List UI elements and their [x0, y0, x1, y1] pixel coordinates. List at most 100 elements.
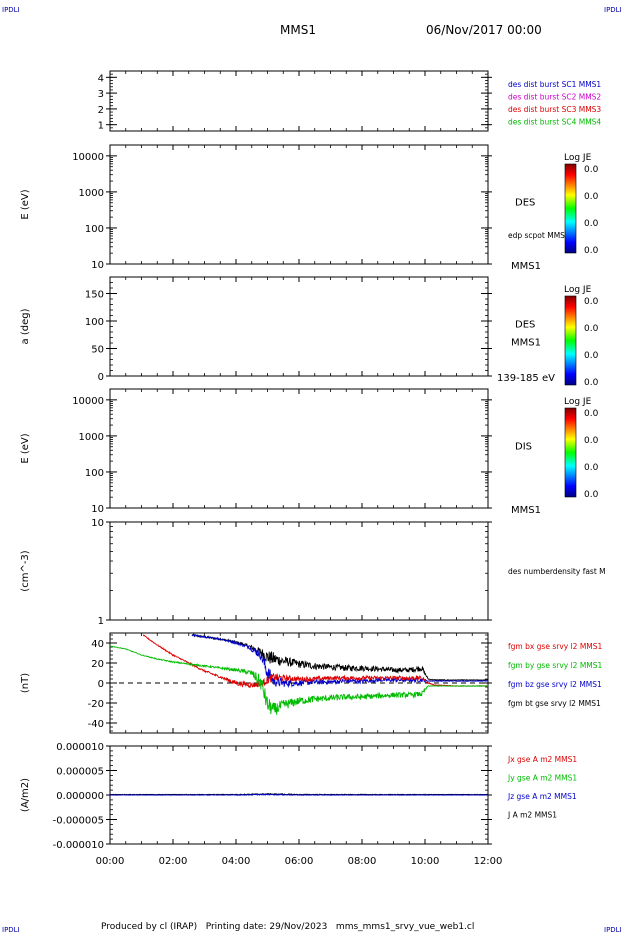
y-tick-label: 10 — [91, 504, 104, 515]
y-axis-label: E (eV) — [20, 189, 31, 219]
y-tick-label: 1 — [98, 616, 104, 627]
series-line — [191, 633, 489, 682]
footer-label-right: IPDLI — [604, 926, 622, 934]
y-tick-label: 0.000000 — [56, 791, 104, 802]
colorbar-tick-label: 0.0 — [584, 378, 599, 388]
panels-group: 1 2 3 4 des dist burst SC1 MMS1 des dist burs… — [20, 70, 606, 851]
y-tick-label: -0.000010 — [53, 840, 104, 851]
instrument-label: DIS — [515, 442, 532, 453]
y-tick-label: 50 — [91, 345, 104, 356]
colorbar — [564, 295, 577, 386]
colorbar-title: Log JE — [564, 397, 592, 407]
legend-entry: Jz gse A m2 MMS1 — [507, 792, 577, 801]
secondary-label: edp scpot MMS1 — [508, 231, 570, 240]
y-tick-label: 1000 — [79, 188, 104, 199]
corner-label-right: IPDLI — [604, 6, 622, 14]
panel-frame — [109, 144, 489, 265]
legend-entry: fgm bt gse srvy l2 MMS1 — [508, 699, 601, 708]
y-axis-label: (A/m2) — [20, 778, 31, 812]
colorbar-title: Log JE — [564, 285, 592, 295]
y-axis-label: E (eV) — [20, 433, 31, 463]
y-tick-label: 3 — [98, 89, 104, 100]
y-tick-label: 100 — [85, 224, 104, 235]
y-tick-label: 2 — [98, 105, 104, 116]
legend-entry: Jx gse A m2 MMS1 — [507, 755, 577, 764]
colorbar-tick-label: 0.0 — [584, 409, 599, 419]
y-tick-label: -20 — [88, 699, 104, 710]
panel-spacecraft-separation: 1 2 3 4 des dist burst SC1 MMS1 des dist burs… — [98, 70, 601, 132]
colorbar-tick-label: 0.0 — [584, 463, 599, 473]
spacecraft-title: MMS1 — [280, 23, 316, 37]
legend-entry: fgm by gse srvy l2 MMS1 — [508, 661, 603, 670]
corner-label-left: IPDLI — [2, 6, 20, 14]
y-tick-label: 1 — [98, 121, 104, 132]
series-line — [109, 793, 489, 796]
colorbar-tick-label: 0.0 — [584, 324, 599, 334]
colorbar-tick-label: 0.0 — [584, 165, 599, 175]
x-tick-label: 00:00 — [96, 856, 125, 867]
colorbar-tick-label: 0.0 — [584, 219, 599, 229]
y-tick-label: 0 — [98, 372, 104, 383]
x-tick-label: 08:00 — [348, 856, 377, 867]
footer-production-info: Produced by cl (IRAP) Printing date: 29/… — [101, 922, 474, 932]
panel-des-energy: 10 100 1000 10000 E (eV) DES edp scpot MMS1 MMS… — [20, 144, 599, 272]
secondary-label: MMS1 — [511, 337, 541, 348]
y-tick-label: 10000 — [72, 152, 104, 163]
colorbar-tick-label: 0.0 — [584, 351, 599, 361]
y-tick-label: 10000 — [72, 396, 104, 407]
panel-frame — [109, 388, 489, 509]
y-tick-label: 4 — [98, 73, 104, 84]
legend-entry: des dist burst SC1 MMS1 — [508, 80, 601, 89]
panel-des-pitch: 0 50 100 150 a (deg) DES MMS1 139-185 eV Log JE 0… — [20, 276, 599, 388]
x-tick-label: 04:00 — [222, 856, 251, 867]
y-tick-label: 100 — [85, 317, 104, 328]
y-tick-label: 100 — [85, 468, 104, 479]
y-tick-label: 1000 — [79, 432, 104, 443]
instrument-label: DES — [515, 198, 535, 209]
legend-entry: des numberdensity fast M — [508, 567, 606, 576]
panel-magnetic-field: -40 -20 0 20 40 (nT) fgm bx gse srvy l2 MMS1 fg… — [20, 632, 603, 734]
footer-label-left: IPDLI — [2, 926, 20, 934]
bottom-right-label: 139-185 eV — [497, 373, 555, 384]
y-tick-label: -40 — [88, 719, 104, 730]
series-line — [142, 634, 488, 689]
panel-dis-energy: 10 100 1000 10000 E (eV) DIS MMS1 Log JE 0.0 0.0 0… — [20, 388, 599, 516]
plot-datetime: 06/Nov/2017 00:00 — [426, 23, 542, 37]
series-line — [109, 645, 489, 715]
panel-frame — [109, 276, 489, 377]
y-tick-label: 0.000010 — [56, 742, 104, 753]
legend-entry: J A m2 MMS1 — [507, 811, 557, 820]
legend-entry: fgm bx gse srvy l2 MMS1 — [508, 642, 603, 651]
colorbar — [564, 407, 577, 498]
x-tick-label: 10:00 — [411, 856, 440, 867]
colorbar-tick-label: 0.0 — [584, 436, 599, 446]
y-axis-label: (nT) — [20, 673, 31, 693]
series-line — [191, 633, 489, 689]
y-tick-label: 0.000005 — [56, 767, 104, 778]
instrument-label: DES — [515, 319, 535, 330]
colorbar-tick-label: 0.0 — [584, 246, 599, 256]
colorbar-tick-label: 0.0 — [584, 490, 599, 500]
y-axis-label: a (deg) — [20, 308, 31, 344]
time-axis: 00:00 02:00 04:00 06:00 08:00 10:00 12:00 — [96, 856, 503, 867]
legend-entry: des dist burst SC2 MMS2 — [508, 93, 601, 102]
legend-entry: des dist burst SC4 MMS4 — [508, 118, 601, 127]
y-axis-label: (cm^-3) — [20, 550, 31, 591]
panel-current-density: -0.000010 -0.000005 0.000000 0.000005 0.0000… — [20, 742, 577, 851]
colorbar-tick-label: 0.0 — [584, 192, 599, 202]
x-tick-label: 06:00 — [285, 856, 314, 867]
colorbar-tick-label: 0.0 — [584, 297, 599, 307]
legend-entry: Jy gse A m2 MMS1 — [507, 774, 577, 783]
bottom-right-label: MMS1 — [511, 505, 541, 516]
y-tick-label: 10 — [91, 518, 104, 529]
y-tick-label: -0.000005 — [53, 816, 104, 827]
y-tick-label: 10 — [91, 260, 104, 271]
bottom-right-label: MMS1 — [511, 261, 541, 272]
y-tick-label: 20 — [91, 659, 104, 670]
y-tick-label: 40 — [91, 639, 104, 650]
panel-density: 1 10 (cm^-3) des numberdensity fast M — [20, 518, 606, 627]
y-tick-label: 0 — [98, 679, 104, 690]
colorbar — [564, 163, 577, 254]
legend-entry: des dist burst SC3 MMS3 — [508, 105, 601, 114]
legend-entry: fgm bz gse srvy l2 MMS1 — [508, 680, 602, 689]
